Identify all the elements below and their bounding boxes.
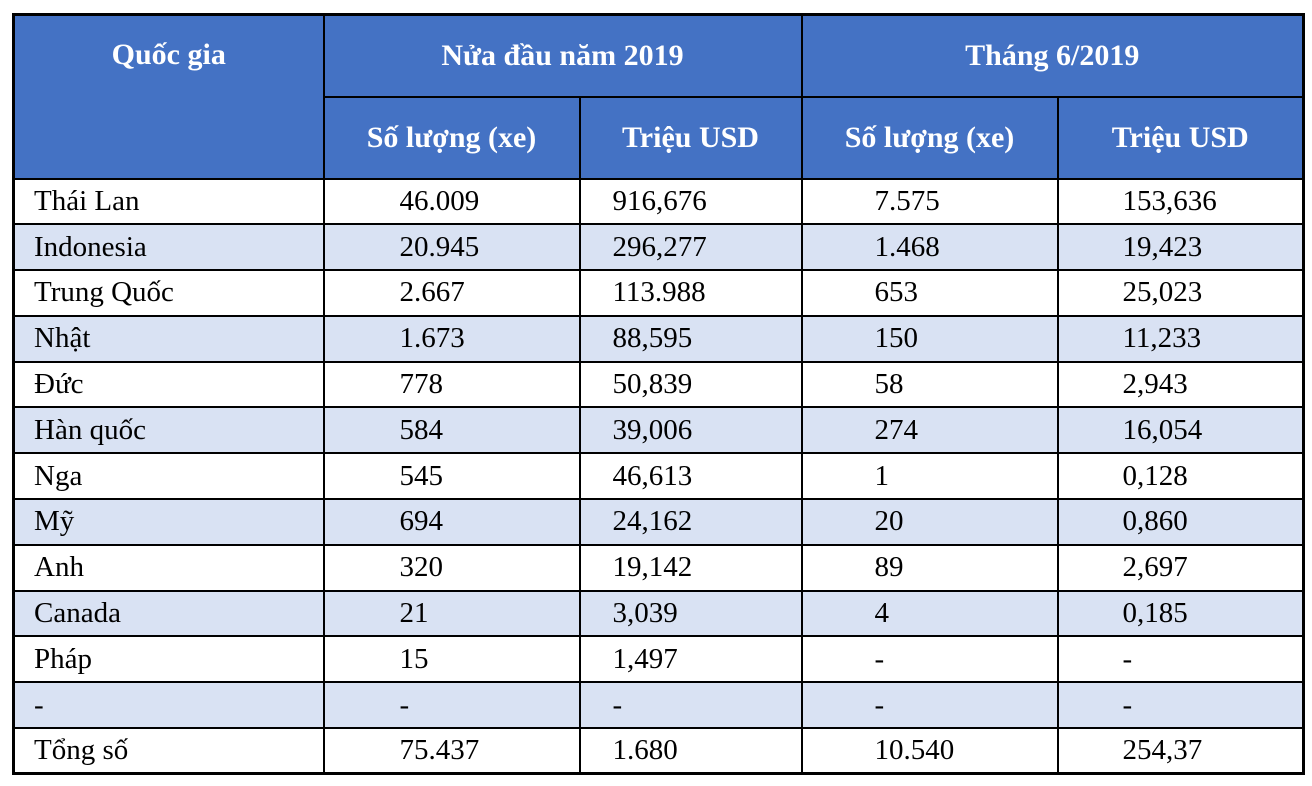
cell-country: Trung Quốc	[12, 269, 325, 317]
cell-value: -	[1056, 635, 1305, 684]
cell-country: Tổng số	[12, 727, 325, 775]
cell-value: 1.468	[800, 223, 1059, 272]
table-row: Đức 778 50,839 58 2,943	[12, 360, 1305, 409]
cell-value: 1.673	[322, 314, 581, 363]
cell-value: 2.667	[322, 269, 581, 317]
cell-value: 89	[800, 543, 1059, 592]
cell-value: 10.540	[800, 727, 1059, 775]
cell-country: Hàn quốc	[12, 406, 325, 455]
cell-value: 916,676	[578, 177, 803, 226]
table-body: Thái Lan 46.009 916,676 7.575 153,636 In…	[12, 177, 1305, 775]
cell-value: 46.009	[322, 177, 581, 226]
cell-value: 24,162	[578, 498, 803, 546]
cell-value: 653	[800, 269, 1059, 317]
table-row: Anh 320 19,142 89 2,697	[12, 543, 1305, 592]
header-first-half-2019: Nửa đầu năm 2019	[322, 13, 803, 98]
cell-value: 25,023	[1056, 269, 1305, 317]
cell-value: -	[578, 681, 803, 730]
cell-value: 0,185	[1056, 589, 1305, 638]
cell-country: -	[12, 681, 325, 730]
cell-value: 584	[322, 406, 581, 455]
table-row: Nga 545 46,613 1 0,128	[12, 452, 1305, 501]
cell-value: 0,128	[1056, 452, 1305, 501]
table-row: Nhật 1.673 88,595 150 11,233	[12, 314, 1305, 363]
cell-country: Mỹ	[12, 498, 325, 546]
cell-value: 2,943	[1056, 360, 1305, 409]
cell-value: 20	[800, 498, 1059, 546]
cell-value: -	[322, 681, 581, 730]
cell-value: 545	[322, 452, 581, 501]
cell-country: Anh	[12, 543, 325, 592]
cell-country: Đức	[12, 360, 325, 409]
cell-value: 153,636	[1056, 177, 1305, 226]
header-country: Quốc gia	[12, 13, 325, 180]
import-table-container: Quốc gia Nửa đầu năm 2019 Tháng 6/2019 S…	[12, 13, 1305, 776]
table-row: Canada 21 3,039 4 0,185	[12, 589, 1305, 638]
subheader-usd-h1: Triệu USD	[578, 95, 803, 180]
cell-value: 19,142	[578, 543, 803, 592]
cell-value: 274	[800, 406, 1059, 455]
cell-value: 7.575	[800, 177, 1059, 226]
cell-value: 19,423	[1056, 223, 1305, 272]
subheader-usd-june: Triệu USD	[1056, 95, 1305, 180]
cell-value: -	[1056, 681, 1305, 730]
cell-value: 50,839	[578, 360, 803, 409]
cell-value: 39,006	[578, 406, 803, 455]
cell-value: 20.945	[322, 223, 581, 272]
import-table: Quốc gia Nửa đầu năm 2019 Tháng 6/2019 S…	[12, 13, 1305, 776]
subheader-quantity-june: Số lượng (xe)	[800, 95, 1059, 180]
cell-country: Thái Lan	[12, 177, 325, 226]
cell-value: 15	[322, 635, 581, 684]
cell-value: 2,697	[1056, 543, 1305, 592]
table-row: Trung Quốc 2.667 113.988 653 25,023	[12, 269, 1305, 317]
cell-value: 1	[800, 452, 1059, 501]
table-row: Pháp 15 1,497 - -	[12, 635, 1305, 684]
cell-value: 254,37	[1056, 727, 1305, 775]
cell-value: 21	[322, 589, 581, 638]
cell-value: 11,233	[1056, 314, 1305, 363]
cell-value: 0,860	[1056, 498, 1305, 546]
cell-country: Canada	[12, 589, 325, 638]
cell-value: 16,054	[1056, 406, 1305, 455]
cell-value: 1.680	[578, 727, 803, 775]
cell-value: 88,595	[578, 314, 803, 363]
header-june-2019: Tháng 6/2019	[800, 13, 1305, 98]
subheader-quantity-h1: Số lượng (xe)	[322, 95, 581, 180]
cell-value: 4	[800, 589, 1059, 638]
table-header: Quốc gia Nửa đầu năm 2019 Tháng 6/2019 S…	[12, 13, 1305, 180]
table-row: - - - - -	[12, 681, 1305, 730]
cell-value: 778	[322, 360, 581, 409]
table-row: Indonesia 20.945 296,277 1.468 19,423	[12, 223, 1305, 272]
table-row: Mỹ 694 24,162 20 0,860	[12, 498, 1305, 546]
cell-value: -	[800, 681, 1059, 730]
cell-value: 113.988	[578, 269, 803, 317]
header-group-row: Quốc gia Nửa đầu năm 2019 Tháng 6/2019	[12, 13, 1305, 180]
cell-value: 75.437	[322, 727, 581, 775]
cell-value: 694	[322, 498, 581, 546]
table-row-total: Tổng số 75.437 1.680 10.540 254,37	[12, 727, 1305, 775]
table-row: Thái Lan 46.009 916,676 7.575 153,636	[12, 177, 1305, 226]
cell-value: 320	[322, 543, 581, 592]
cell-country: Nga	[12, 452, 325, 501]
header-sub-row: Số lượng (xe) Triệu USD Số lượng (xe) Tr…	[14, 95, 1305, 180]
cell-value: 296,277	[578, 223, 803, 272]
cell-value: 46,613	[578, 452, 803, 501]
cell-value: -	[800, 635, 1059, 684]
cell-country: Indonesia	[12, 223, 325, 272]
cell-value: 3,039	[578, 589, 803, 638]
cell-country: Pháp	[12, 635, 325, 684]
table-row: Hàn quốc 584 39,006 274 16,054	[12, 406, 1305, 455]
cell-value: 1,497	[578, 635, 803, 684]
cell-country: Nhật	[12, 314, 325, 363]
cell-value: 150	[800, 314, 1059, 363]
cell-value: 58	[800, 360, 1059, 409]
